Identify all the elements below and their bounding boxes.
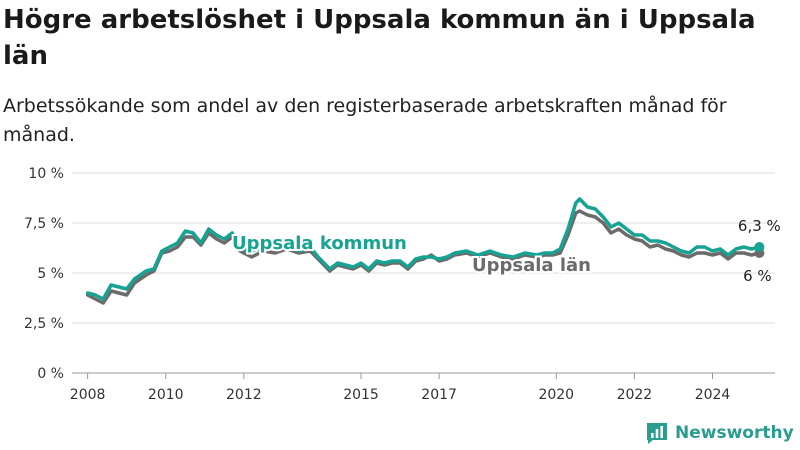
y-tick-label: 0 % xyxy=(37,366,64,382)
y-tick-label: 5 % xyxy=(37,266,64,282)
end-value-label-kommun: 6,3 % xyxy=(738,217,781,235)
x-tick-label: 2010 xyxy=(148,387,184,403)
y-tick-label: 2,5 % xyxy=(24,316,64,332)
series-labels: Uppsala kommun Uppsala län 6,3 % 6 % xyxy=(230,217,781,285)
x-tick-label: 2015 xyxy=(343,387,379,403)
x-tick-label: 2017 xyxy=(421,387,457,403)
y-tick-label: 7,5 % xyxy=(24,216,64,232)
x-tick-label: 2012 xyxy=(226,387,262,403)
x-tick-label: 2024 xyxy=(695,387,731,403)
y-axis-ticks: 0 % 2,5 % 5 % 7,5 % 10 % xyxy=(24,166,64,382)
series-end-point-kommun xyxy=(754,242,765,252)
newsworthy-logo-icon xyxy=(647,423,667,444)
line-chart: 0 % 2,5 % 5 % 7,5 % 10 % 2008 2010 2012 2015 201… xyxy=(24,166,781,403)
x-tick-label: 2022 xyxy=(617,387,653,403)
chart-subtitle: Arbetssökande som andel av den registerb… xyxy=(3,95,727,146)
series-name-label-lan: Uppsala län xyxy=(472,255,591,276)
x-tick-label: 2008 xyxy=(70,387,106,403)
x-axis-ticks: 2008 2010 2012 2015 2017 2020 2022 2024 xyxy=(70,373,731,403)
x-tick-label: 2020 xyxy=(538,387,574,403)
gridlines xyxy=(72,172,775,374)
chart-title: Högre arbetslöshet i Uppsala kommun än i… xyxy=(3,5,756,71)
series-line-lan xyxy=(85,209,762,305)
newsworthy-logo-text: Newsworthy xyxy=(675,423,794,443)
series-name-label-kommun: Uppsala kommun xyxy=(232,233,407,254)
series-lines xyxy=(85,197,765,305)
y-tick-label: 10 % xyxy=(28,166,64,182)
end-value-label-lan: 6 % xyxy=(743,267,772,285)
newsworthy-logo: Newsworthy xyxy=(645,420,794,446)
series-line-kommun xyxy=(85,197,762,301)
